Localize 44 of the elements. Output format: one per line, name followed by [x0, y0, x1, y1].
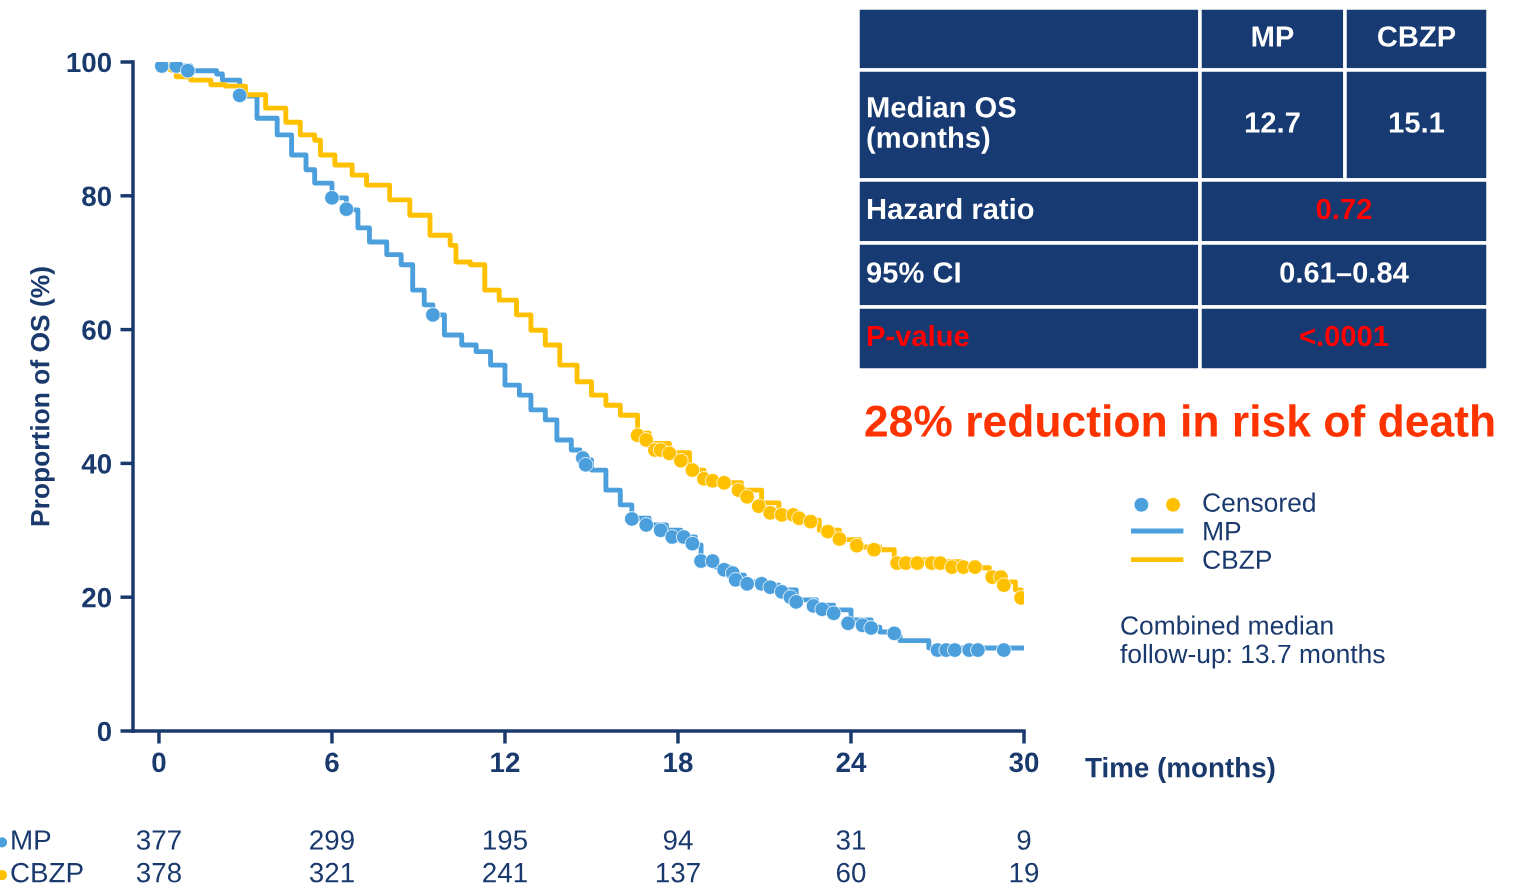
text: 378: [136, 862, 181, 883]
x-tick-label: 24: [836, 752, 867, 772]
text: 94: [663, 830, 693, 850]
text: 19: [1010, 862, 1039, 883]
category-label: CBZP: [1378, 26, 1456, 47]
category-label: CBZP: [11, 862, 83, 883]
y-tick-label: 40: [81, 454, 112, 474]
text: 12.7: [1245, 112, 1300, 133]
text: 9: [1017, 830, 1031, 850]
text: 241: [483, 862, 527, 883]
category-label: MP: [12, 830, 51, 850]
legend-label: MP: [1204, 522, 1241, 541]
x-tick-label: 12: [491, 752, 520, 772]
x-tick-label: 0: [152, 752, 166, 773]
y-tick-label: 0: [97, 721, 112, 742]
text: Combined median follow-up: 13.7 months: [1120, 615, 1385, 669]
y-tick-label: 100: [67, 52, 112, 73]
x-axis-title: Time (months): [1085, 757, 1275, 783]
text: 137: [656, 862, 700, 883]
y-tick-label: 80: [82, 186, 112, 207]
y-tick-label: 60: [82, 320, 112, 340]
text: 60: [836, 862, 866, 883]
category-label: Median OS (months): [867, 96, 1016, 154]
text: 299: [310, 830, 354, 850]
legend-label: CBZP: [1203, 550, 1272, 570]
x-tick-label: 18: [664, 752, 693, 773]
x-tick-label: 6: [325, 752, 339, 773]
y-axis-title: Proportion of OS (%): [30, 267, 55, 526]
text: 195: [483, 830, 527, 850]
text: 31: [836, 830, 866, 850]
category-label: P-value: [867, 324, 969, 347]
text: 0.61–0.84: [1280, 262, 1409, 283]
text: 0.72: [1316, 198, 1372, 220]
category-label: Hazard ratio: [867, 197, 1034, 220]
y-tick-label: 20: [82, 587, 112, 608]
annotation: 28% reduction in risk of death: [865, 404, 1494, 437]
text: 377: [136, 830, 181, 850]
legend-label: Censored: [1203, 492, 1315, 512]
text: 15.1: [1389, 112, 1445, 133]
category-label: 95% CI: [867, 262, 960, 283]
category-label: MP: [1252, 26, 1294, 47]
text: 321: [309, 862, 354, 883]
text: <.0001: [1300, 325, 1389, 347]
x-tick-label: 30: [1009, 752, 1039, 773]
